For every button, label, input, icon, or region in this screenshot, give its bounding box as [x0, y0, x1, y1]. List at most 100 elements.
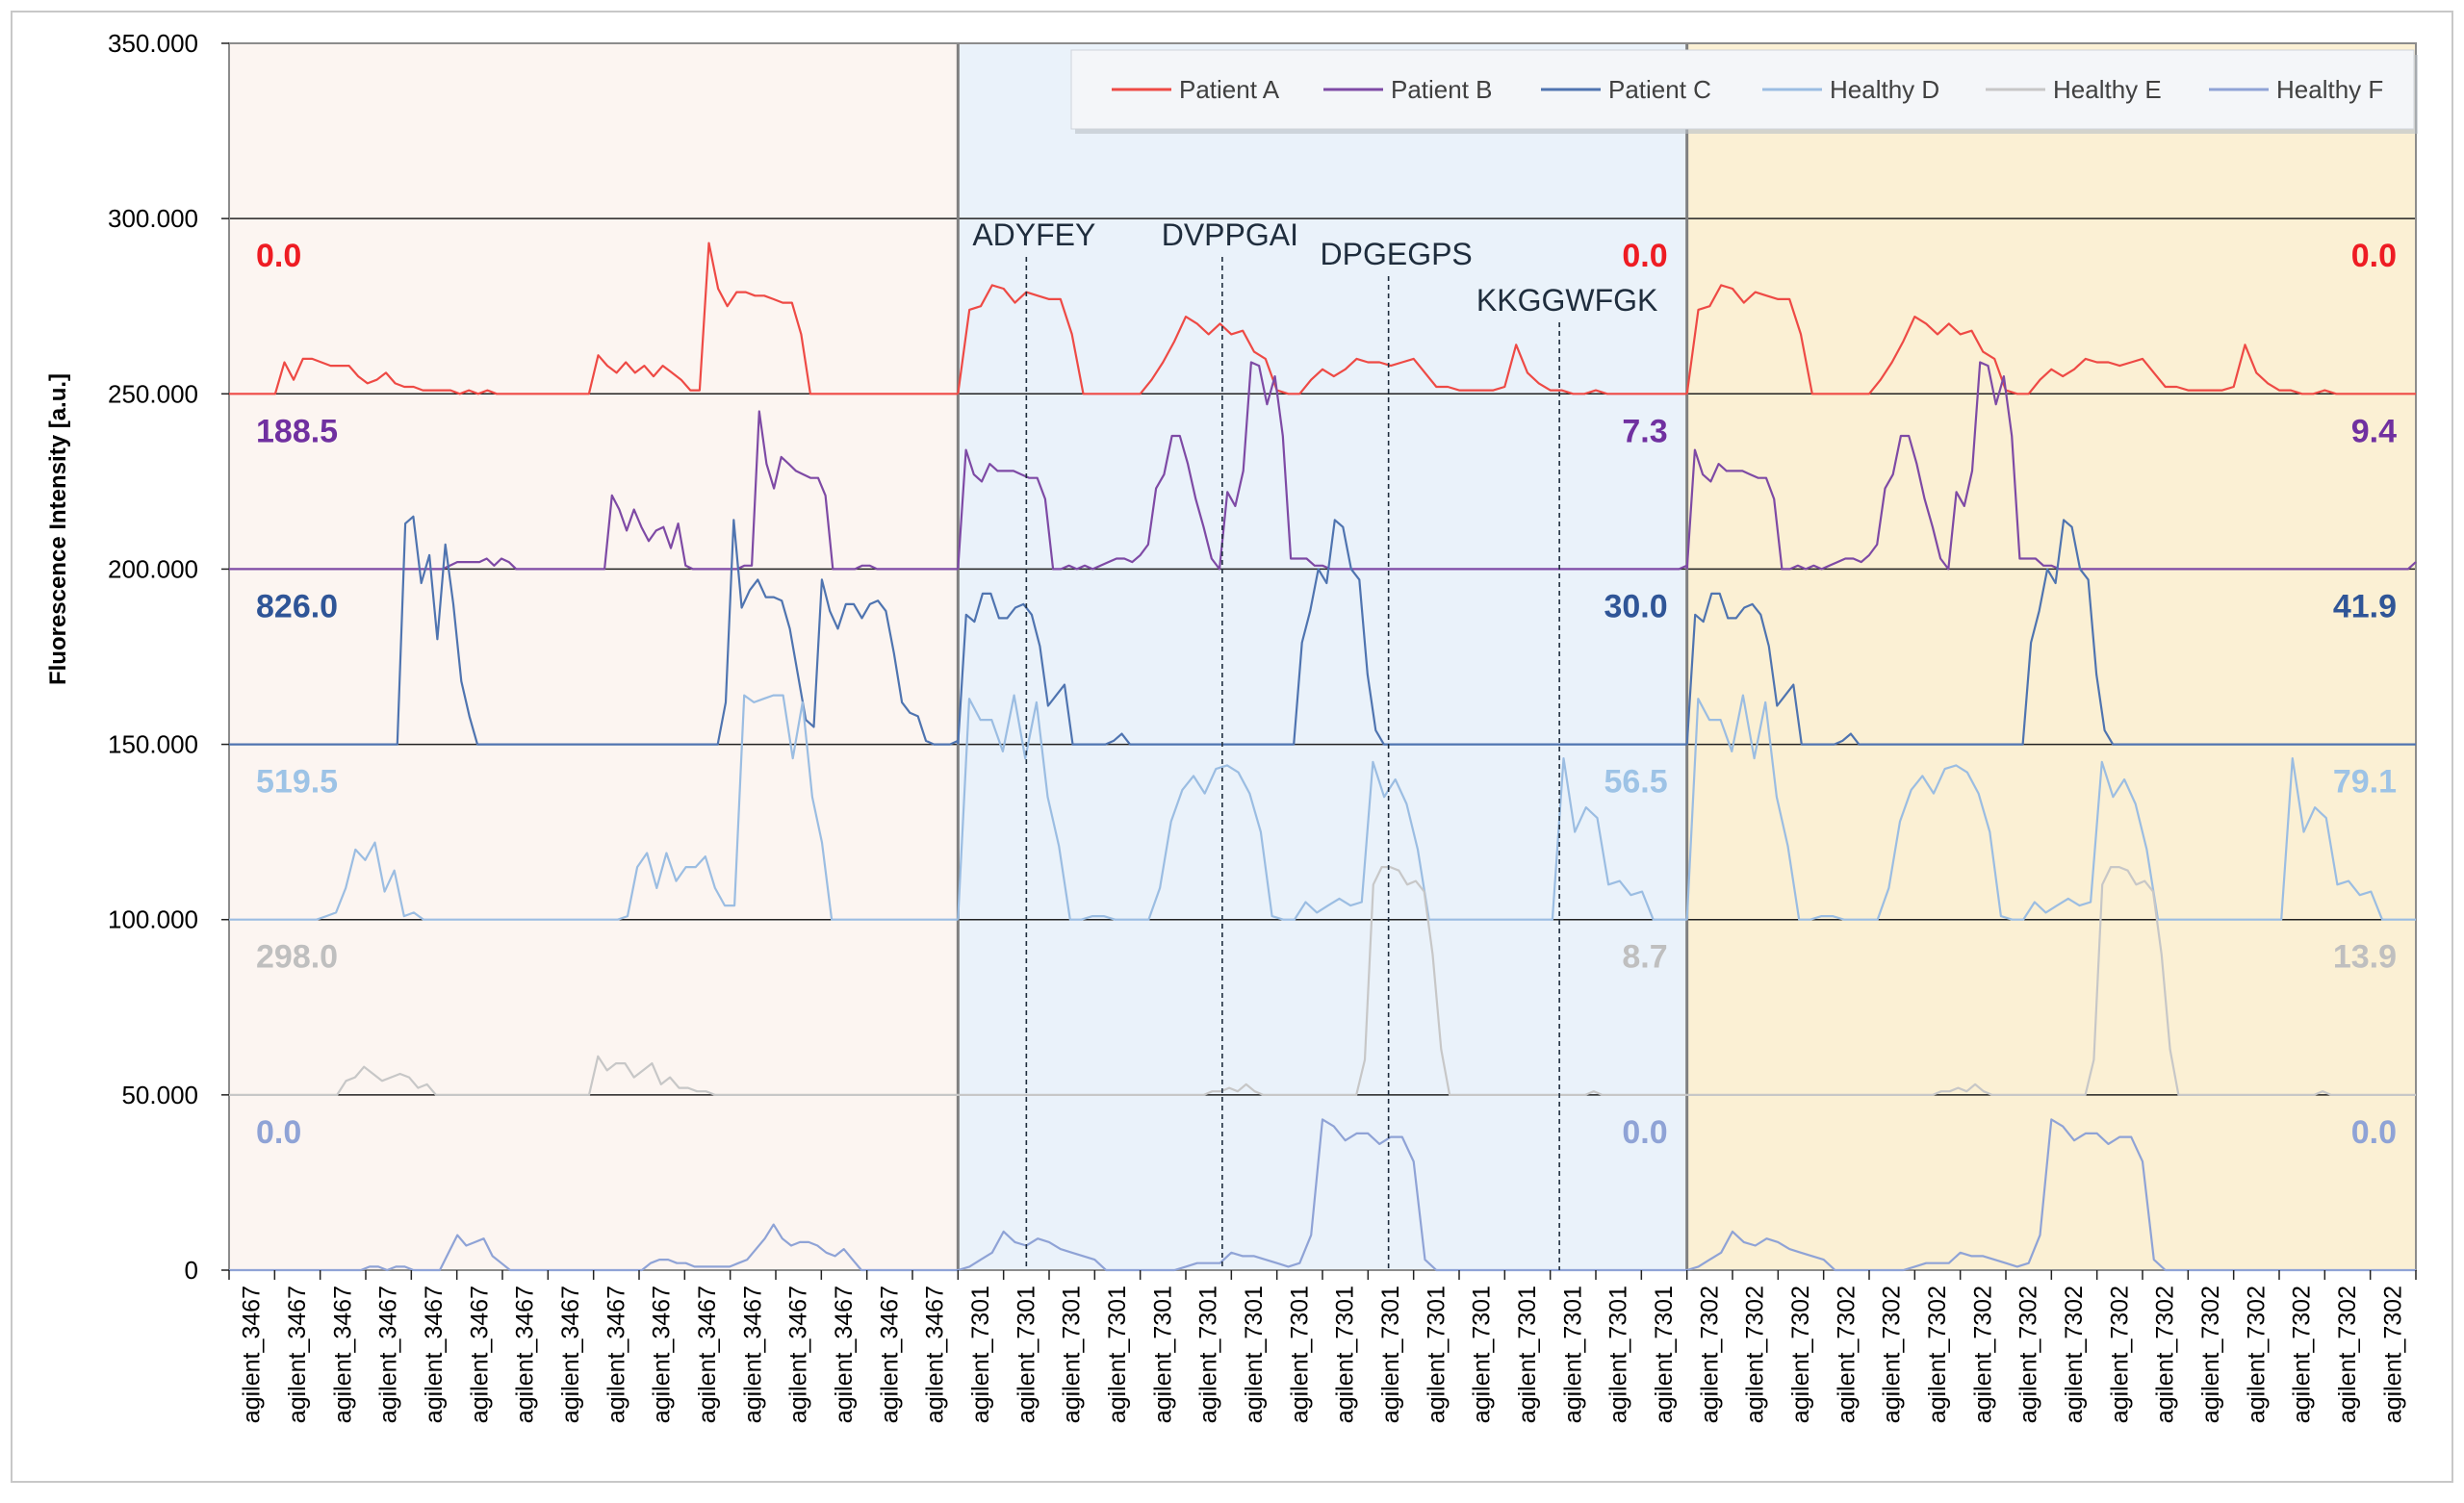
- y-tick-label: 100.000: [108, 905, 198, 934]
- annotation-agilent_7301-0: 0.0: [1622, 238, 1667, 274]
- y-tick-label: 200.000: [108, 554, 198, 583]
- x-tick-label: agilent_7301: [1423, 1286, 1450, 1423]
- annotation-agilent_7301-4: 8.7: [1622, 939, 1667, 976]
- x-tick-label: agilent_7301: [1469, 1286, 1496, 1423]
- legend: Patient A Patient B Patient C Healthy D Heal…: [1070, 49, 2418, 134]
- series-line-patient-b: [229, 410, 959, 571]
- x-tick-label: agilent_7301: [967, 1286, 994, 1423]
- x-tick-label: agilent_7302: [2289, 1286, 2316, 1423]
- series-line-patient-c: [229, 515, 959, 746]
- x-tick-label: agilent_7302: [2015, 1286, 2042, 1423]
- x-tick-label: agilent_3467: [329, 1286, 356, 1423]
- y-tick-label: 300.000: [108, 204, 198, 233]
- x-tick-label: agilent_7302: [2334, 1286, 2361, 1423]
- annotation-agilent_7302-3: 79.1: [2333, 764, 2397, 801]
- x-tick-label: agilent_7301: [1514, 1286, 1541, 1423]
- x-tick-label: agilent_7302: [1924, 1286, 1951, 1423]
- x-tick-label: agilent_7301: [1377, 1286, 1404, 1423]
- x-tick-label: agilent_3467: [739, 1286, 766, 1423]
- x-tick-label: agilent_3467: [375, 1286, 402, 1423]
- series-line-patient-a: [229, 242, 959, 395]
- x-tick-label: agilent_7301: [1286, 1286, 1313, 1423]
- annotation-agilent_3467-5: 0.0: [256, 1114, 301, 1151]
- region-bg-agilent_7302: [1686, 43, 2416, 1270]
- y-tick-label: 150.000: [108, 730, 198, 759]
- series-line-patient-b: [1685, 361, 2417, 571]
- x-tick-label: agilent_7301: [1241, 1286, 1268, 1423]
- annotation-agilent_3467-3: 519.5: [256, 764, 338, 801]
- annotation-agilent_7302-4: 13.9: [2333, 939, 2397, 976]
- x-tick-label: agilent_7301: [1059, 1286, 1086, 1423]
- x-tick-label: agilent_7302: [1742, 1286, 1769, 1423]
- x-tick-label: agilent_3467: [649, 1286, 676, 1423]
- legend-label-healthy-f: Healthy F: [2276, 75, 2383, 104]
- annotation-agilent_7302-1: 9.4: [2351, 413, 2397, 449]
- x-tick-label: agilent_3467: [557, 1286, 584, 1423]
- legend-label-patient-a: Patient A: [1179, 75, 1280, 104]
- x-tick-label: agilent_3467: [284, 1286, 311, 1423]
- axes: 0 50.000 100.000 150.000 200.000 250.000 300.0…: [108, 29, 2417, 1423]
- peptide-label-kkggwfgk: KKGGWFGK: [1476, 283, 1657, 318]
- x-tick-label: agilent_7301: [1332, 1286, 1359, 1423]
- x-tick-label: agilent_7302: [2152, 1286, 2179, 1423]
- annotation-agilent_7302-0: 0.0: [2351, 238, 2397, 274]
- value-annotations: 0.0 188.5 826.0 519.5 298.0 0.0 0.0 7.3 30.0 56.5…: [256, 238, 2397, 1151]
- x-tick-label: agilent_7302: [2106, 1286, 2133, 1423]
- y-tick-label: 0: [185, 1256, 198, 1285]
- annotation-agilent_3467-2: 826.0: [256, 588, 338, 624]
- legend-label-healthy-d: Healthy D: [1830, 75, 1939, 104]
- x-tick-label: agilent_3467: [421, 1286, 448, 1423]
- annotation-agilent_7301-5: 0.0: [1622, 1114, 1667, 1151]
- series-line-healthy-e: [1686, 865, 2416, 1097]
- x-tick-label: agilent_7301: [1605, 1286, 1632, 1423]
- peptide-label-dvppgai: DVPPGAI: [1162, 217, 1298, 252]
- x-tick-label: agilent_3467: [831, 1286, 858, 1423]
- y-tick-label: 350.000: [108, 29, 198, 58]
- annotation-agilent_3467-1: 188.5: [256, 413, 338, 449]
- legend-label-patient-b: Patient B: [1391, 75, 1493, 104]
- x-tick-label: agilent_7302: [1787, 1286, 1814, 1423]
- legend-label-healthy-e: Healthy E: [2053, 75, 2162, 104]
- x-tick-label: agilent_7301: [1651, 1286, 1678, 1423]
- y-tick-label: 250.000: [108, 379, 198, 408]
- x-tick-label: agilent_7302: [1696, 1286, 1723, 1423]
- region-bg-agilent_7301: [958, 43, 1687, 1270]
- x-tick-label: agilent_7302: [1969, 1286, 1996, 1423]
- x-tick-label: agilent_7301: [1559, 1286, 1586, 1423]
- x-tick-label: agilent_3467: [922, 1286, 949, 1423]
- x-tick-label: agilent_7301: [1149, 1286, 1176, 1423]
- series-line-patient-b: [957, 361, 1688, 571]
- series-lines: [229, 242, 2417, 1272]
- x-tick-label: agilent_7302: [1879, 1286, 1906, 1423]
- annotation-agilent_3467-0: 0.0: [256, 238, 301, 274]
- series-line-patient-a: [1685, 284, 2416, 395]
- y-tick-label: 50.000: [121, 1081, 198, 1109]
- annotation-agilent_7301-3: 56.5: [1604, 764, 1667, 801]
- x-tick-label: agilent_3467: [512, 1286, 539, 1423]
- series-line-healthy-d: [1685, 694, 2416, 921]
- annotation-agilent_7302-5: 0.0: [2351, 1114, 2397, 1151]
- series-line-healthy-f: [1686, 1118, 2416, 1272]
- series-line-healthy-d: [957, 694, 1687, 921]
- x-tick-label: agilent_7301: [1013, 1286, 1040, 1423]
- x-tick-label: agilent_7302: [1833, 1286, 1860, 1423]
- region-backgrounds: [229, 43, 2416, 1270]
- series-line-patient-a: [957, 284, 1687, 395]
- region-bg-agilent_3467: [229, 43, 959, 1270]
- x-tick-label: agilent_3467: [239, 1286, 266, 1423]
- series-line-patient-c: [957, 519, 1687, 746]
- annotation-agilent_7301-1: 7.3: [1622, 413, 1667, 449]
- x-tick-label: agilent_7302: [2243, 1286, 2270, 1423]
- series-line-patient-c: [1685, 519, 2416, 746]
- x-tick-label: agilent_3467: [466, 1286, 493, 1423]
- x-tick-label: agilent_3467: [694, 1286, 721, 1423]
- y-axis-label: Fluorescence Intensity [a.u.]: [45, 373, 71, 685]
- x-tick-label: agilent_7302: [2379, 1286, 2406, 1423]
- series-line-healthy-d: [229, 694, 959, 921]
- x-tick-label: agilent_3467: [876, 1286, 903, 1423]
- x-tick-label: agilent_3467: [603, 1286, 629, 1423]
- legend-label-patient-c: Patient C: [1608, 75, 1711, 104]
